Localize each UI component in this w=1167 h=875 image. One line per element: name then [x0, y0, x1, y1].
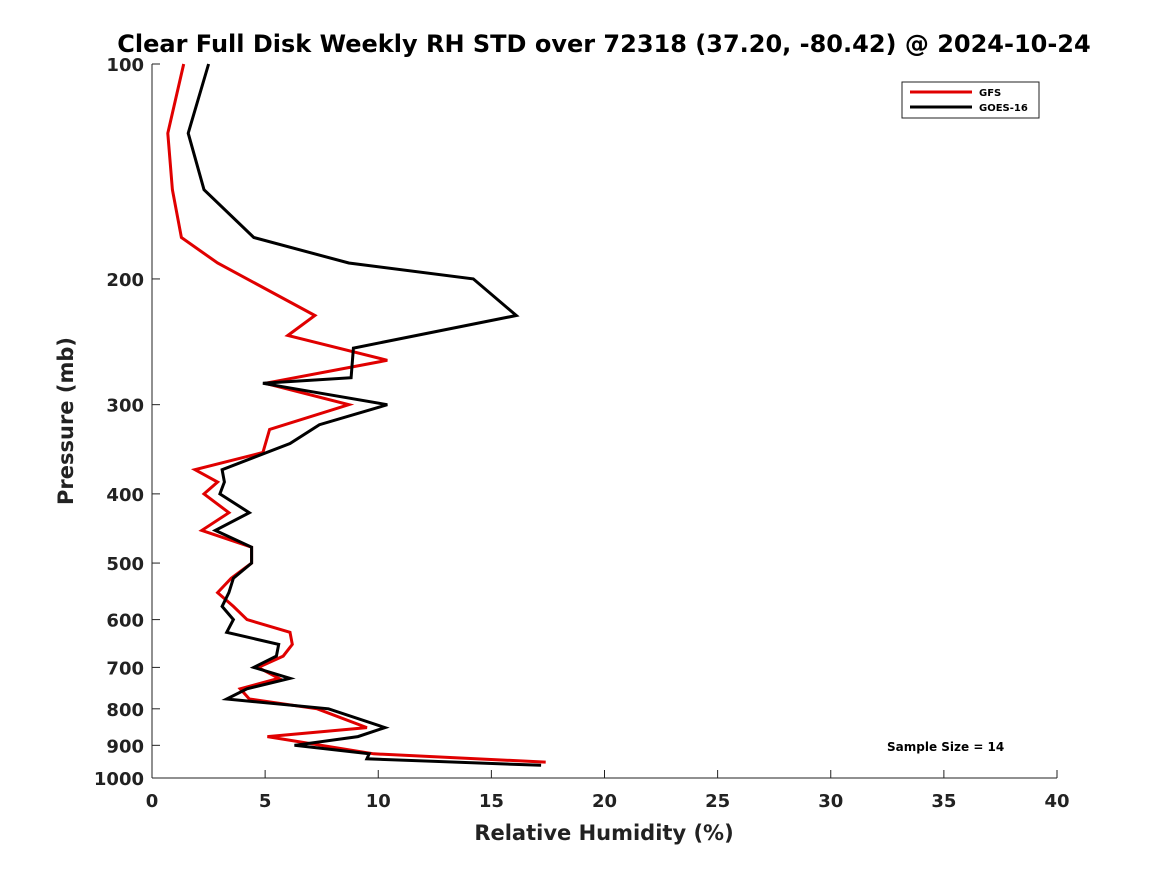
y-tick-label: 400	[106, 485, 144, 506]
x-tick-label: 25	[705, 791, 730, 812]
y-tick-label: 900	[106, 736, 144, 757]
y-tick-label: 300	[106, 396, 144, 417]
x-ticks: 0 5 10 15 20 25 30 35 40	[146, 770, 1070, 812]
x-tick-label: 15	[479, 791, 504, 812]
legend-box	[901, 81, 1040, 119]
y-tick-label: 200	[106, 270, 144, 291]
x-axis-label: Relative Humidity (%)	[474, 821, 733, 845]
x-tick-label: 35	[931, 791, 956, 812]
y-tick-label: 700	[106, 658, 144, 679]
chart-title: Clear Full Disk Weekly RH STD over 72318…	[117, 30, 1090, 58]
y-tick-label: 800	[106, 700, 144, 721]
y-tick-label: 1000	[94, 769, 144, 790]
x-tick-label: 20	[592, 791, 617, 812]
plot-area: 0 5 10 15 20 25 30 35 40 100 200 300 400 500 600 700 80…	[94, 55, 1070, 812]
series-line-goes16	[186, 63, 542, 767]
x-tick-label: 5	[259, 791, 272, 812]
x-tick-label: 10	[366, 791, 391, 812]
legend: GFS GOES-16	[901, 81, 1040, 119]
series-lines	[166, 63, 546, 767]
sample-size-annotation: Sample Size = 14	[887, 740, 1004, 754]
x-tick-label: 40	[1044, 791, 1069, 812]
y-tick-label: 100	[106, 55, 144, 76]
x-tick-label: 0	[146, 791, 159, 812]
y-ticks: 100 200 300 400 500 600 700 800 900 1000	[94, 55, 160, 790]
legend-label-goes16: GOES-16	[979, 103, 1028, 114]
y-tick-label: 500	[106, 554, 144, 575]
y-tick-label: 600	[106, 611, 144, 632]
x-tick-label: 30	[818, 791, 843, 812]
legend-label-gfs: GFS	[979, 88, 1001, 99]
y-axis-label: Pressure (mb)	[54, 337, 78, 505]
